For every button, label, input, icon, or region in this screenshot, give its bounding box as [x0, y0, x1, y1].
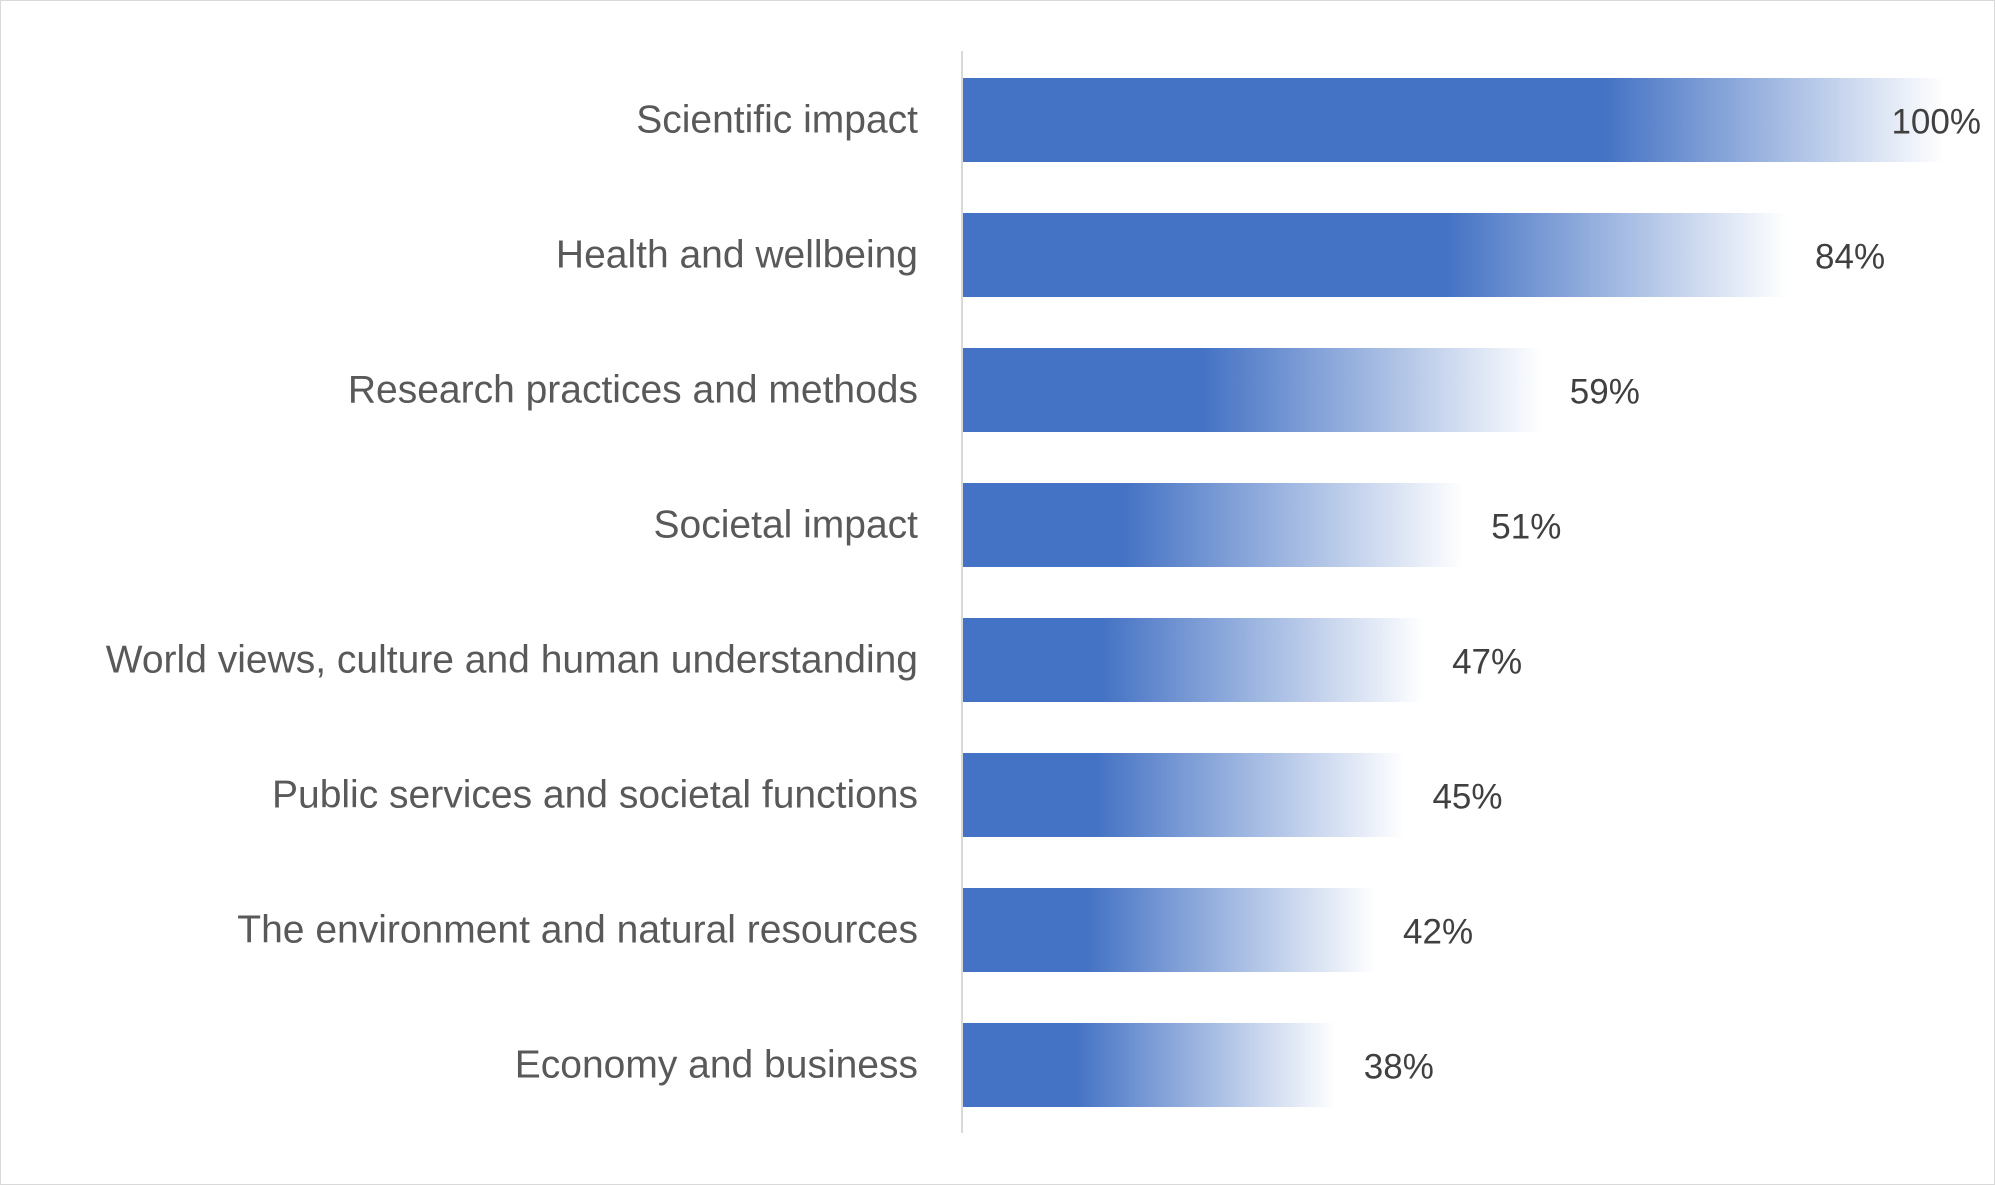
category-label-0: Scientific impact [636, 99, 918, 142]
bar-7 [963, 1023, 1336, 1107]
category-label-6: The environment and natural resources [237, 909, 918, 952]
bar-0 [963, 78, 1944, 162]
value-labels: 100% 84% 59% 51% 47% 45% 42% 38% [1364, 103, 1981, 1087]
category-label-2: Research practices and methods [348, 369, 918, 412]
category-label-7: Economy and business [515, 1044, 918, 1087]
value-label-4: 47% [1452, 643, 1522, 682]
value-label-7: 38% [1364, 1048, 1434, 1087]
value-label-5: 45% [1432, 778, 1502, 817]
bar-5 [963, 753, 1405, 837]
value-label-1: 84% [1815, 238, 1885, 277]
value-label-0: 100% [1891, 103, 1981, 142]
bar-3 [963, 483, 1464, 567]
bar-2 [963, 348, 1542, 432]
value-label-2: 59% [1570, 373, 1640, 412]
category-label-4: World views, culture and human understan… [106, 639, 918, 682]
bar-4 [963, 618, 1425, 702]
category-label-5: Public services and societal functions [272, 774, 918, 817]
bar-1 [963, 213, 1787, 297]
bar-6 [963, 888, 1375, 972]
category-label-1: Health and wellbeing [556, 234, 918, 277]
category-label-3: Societal impact [654, 504, 919, 547]
bars-layer [963, 78, 1944, 1107]
value-label-3: 51% [1491, 508, 1561, 547]
value-label-6: 42% [1403, 913, 1473, 952]
category-labels: Scientific impact Health and wellbeing Res… [106, 99, 918, 1087]
